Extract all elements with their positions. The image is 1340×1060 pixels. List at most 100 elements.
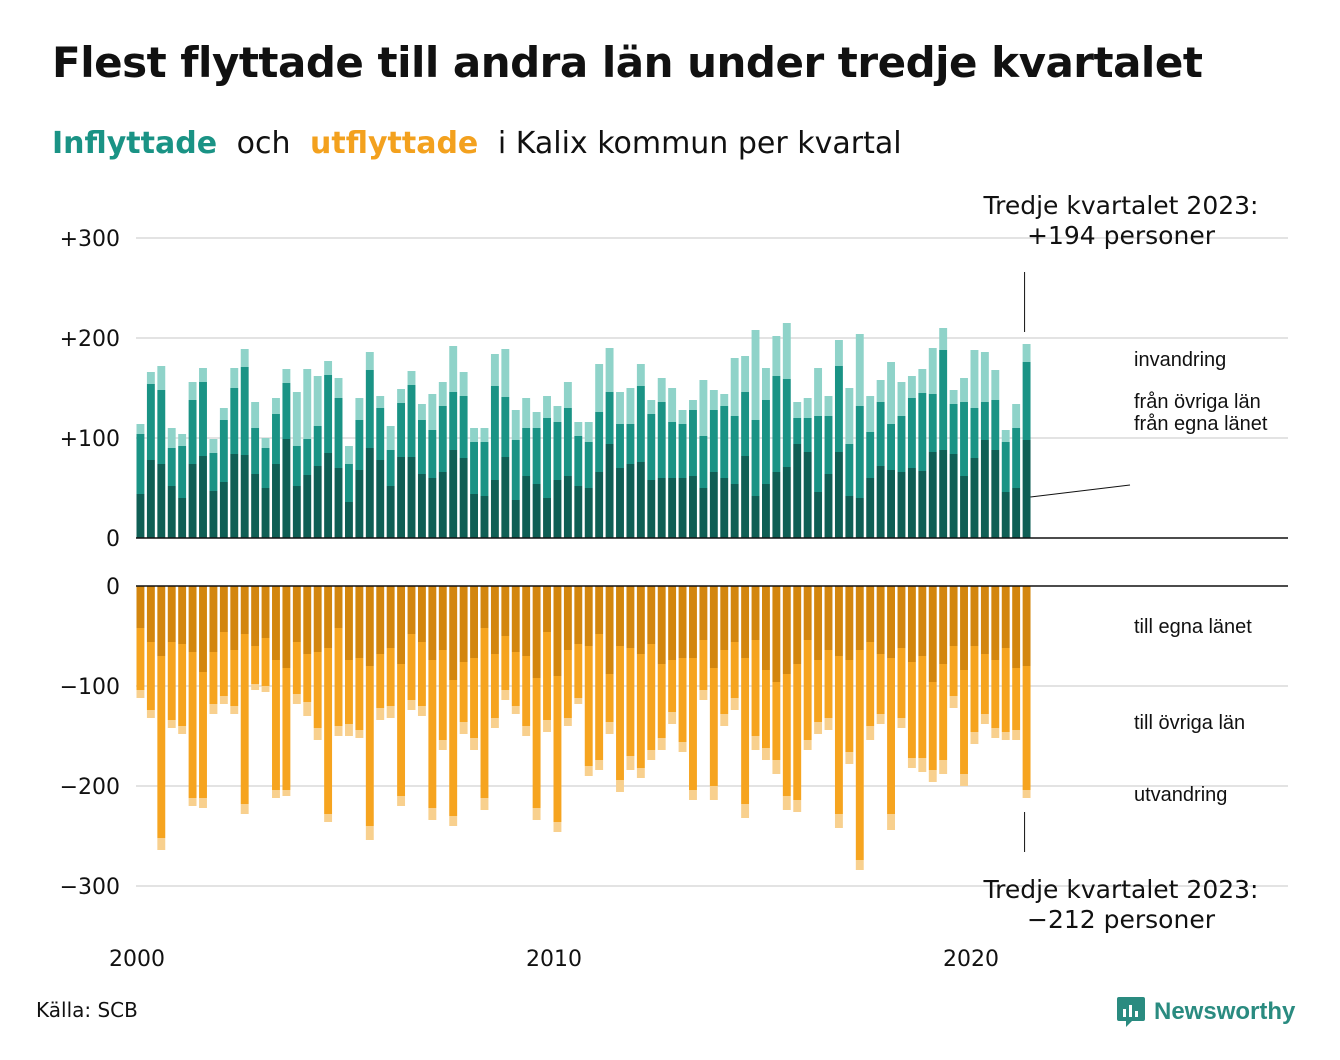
bar-out-other xyxy=(751,640,760,736)
bar-out-emig xyxy=(991,728,1000,738)
bar-out-other xyxy=(689,658,697,790)
bar-in-other xyxy=(595,412,604,472)
bar-in-immig xyxy=(574,422,583,436)
bar-out-other xyxy=(1022,666,1031,790)
bar-in-other xyxy=(178,446,187,498)
bar-in-immig xyxy=(272,398,280,414)
bar-in-own xyxy=(855,498,864,538)
bar-out-emig xyxy=(762,748,770,760)
bar-in-immig xyxy=(428,394,437,430)
bar-in-own xyxy=(553,480,562,538)
bar-out-own xyxy=(209,586,218,652)
bar-out-other xyxy=(272,660,280,790)
bar-out-emig xyxy=(897,718,906,728)
bar-out-other xyxy=(199,672,207,798)
bar-out-other xyxy=(960,670,968,774)
bar-in-other xyxy=(292,446,301,486)
bar-out-other xyxy=(855,650,864,860)
bar-in-other xyxy=(428,430,437,478)
bar-in-own xyxy=(251,474,260,538)
bar-out-own xyxy=(532,586,541,678)
bar-out-other xyxy=(772,682,781,760)
bar-out-own xyxy=(480,586,489,628)
callout-bottom-line: −212 personer xyxy=(1027,905,1216,934)
bar-out-own xyxy=(709,586,718,668)
bar-out-own xyxy=(178,586,187,644)
bar-out-emig xyxy=(470,738,478,750)
bar-in-other xyxy=(199,382,207,456)
bar-out-emig xyxy=(345,724,353,736)
bar-in-immig xyxy=(386,426,395,450)
bar-out-own xyxy=(855,586,864,650)
bar-in-immig xyxy=(772,336,781,376)
bar-in-own xyxy=(762,484,770,538)
bar-in-own xyxy=(167,486,176,538)
bar-out-emig xyxy=(939,760,948,774)
bar-out-emig xyxy=(157,838,166,850)
bar-out-other xyxy=(428,660,437,808)
bar-out-own xyxy=(803,586,812,640)
callout-bottom-line: Tredje kvartalet 2023: xyxy=(983,875,1259,904)
bar-in-other xyxy=(480,442,489,496)
bar-in-own xyxy=(449,450,458,538)
bar-out-own xyxy=(980,586,989,654)
bar-in-immig xyxy=(907,376,916,398)
bar-in-own xyxy=(678,478,687,538)
bar-out-own xyxy=(907,586,916,662)
bar-in-own xyxy=(428,478,437,538)
bar-in-immig xyxy=(720,394,729,406)
bar-out-other xyxy=(480,628,489,798)
bar-out-own xyxy=(324,586,333,648)
bar-in-own xyxy=(939,450,948,538)
bar-out-other xyxy=(209,652,218,704)
bar-in-immig xyxy=(751,330,760,420)
bar-out-other xyxy=(282,668,291,790)
xtick-label: 2010 xyxy=(526,947,582,972)
bar-in-immig xyxy=(167,428,176,448)
bar-in-immig xyxy=(668,388,677,422)
subtitle-rest: i Kalix kommun per kvartal xyxy=(497,126,902,161)
bar-out-own xyxy=(167,586,176,642)
bar-in-immig xyxy=(657,378,666,402)
bar-out-own xyxy=(282,586,291,668)
bar-in-own xyxy=(386,486,395,538)
bar-out-other xyxy=(814,660,823,722)
bar-out-own xyxy=(470,586,478,658)
bar-out-other xyxy=(490,654,499,718)
bar-out-other xyxy=(626,648,635,756)
bar-out-emig xyxy=(199,798,207,808)
bar-out-own xyxy=(699,586,708,640)
bar-out-other xyxy=(157,656,166,838)
bar-out-other xyxy=(334,628,343,726)
bar-in-immig xyxy=(782,323,791,379)
bar-out-emig xyxy=(730,698,739,710)
bar-out-emig xyxy=(438,740,447,750)
bar-out-own xyxy=(741,586,750,658)
bar-out-own xyxy=(334,586,343,628)
bar-out-own xyxy=(365,586,374,666)
bar-in-own xyxy=(709,472,718,538)
bar-out-emig xyxy=(407,700,416,710)
bar-in-own xyxy=(793,444,802,538)
bar-out-emig xyxy=(251,684,260,690)
bar-in-immig xyxy=(324,361,333,375)
bar-out-emig xyxy=(855,860,864,870)
bar-in-own xyxy=(146,460,155,538)
bar-out-other xyxy=(1012,668,1021,730)
bar-in-immig xyxy=(918,369,927,393)
bar-in-other xyxy=(272,414,280,464)
bar-in-other xyxy=(928,394,937,452)
bar-out-emig xyxy=(980,714,989,724)
bar-out-emig xyxy=(272,790,280,798)
bar-in-own xyxy=(355,470,364,538)
bar-in-other xyxy=(553,422,562,480)
bar-in-immig xyxy=(334,378,343,398)
bar-out-emig xyxy=(803,740,812,750)
bar-in-own xyxy=(991,450,1000,538)
bar-out-own xyxy=(928,586,937,682)
bar-out-emig xyxy=(970,732,979,744)
bar-out-own xyxy=(636,586,645,654)
bar-in-other xyxy=(782,379,791,467)
bar-in-other xyxy=(334,398,343,468)
